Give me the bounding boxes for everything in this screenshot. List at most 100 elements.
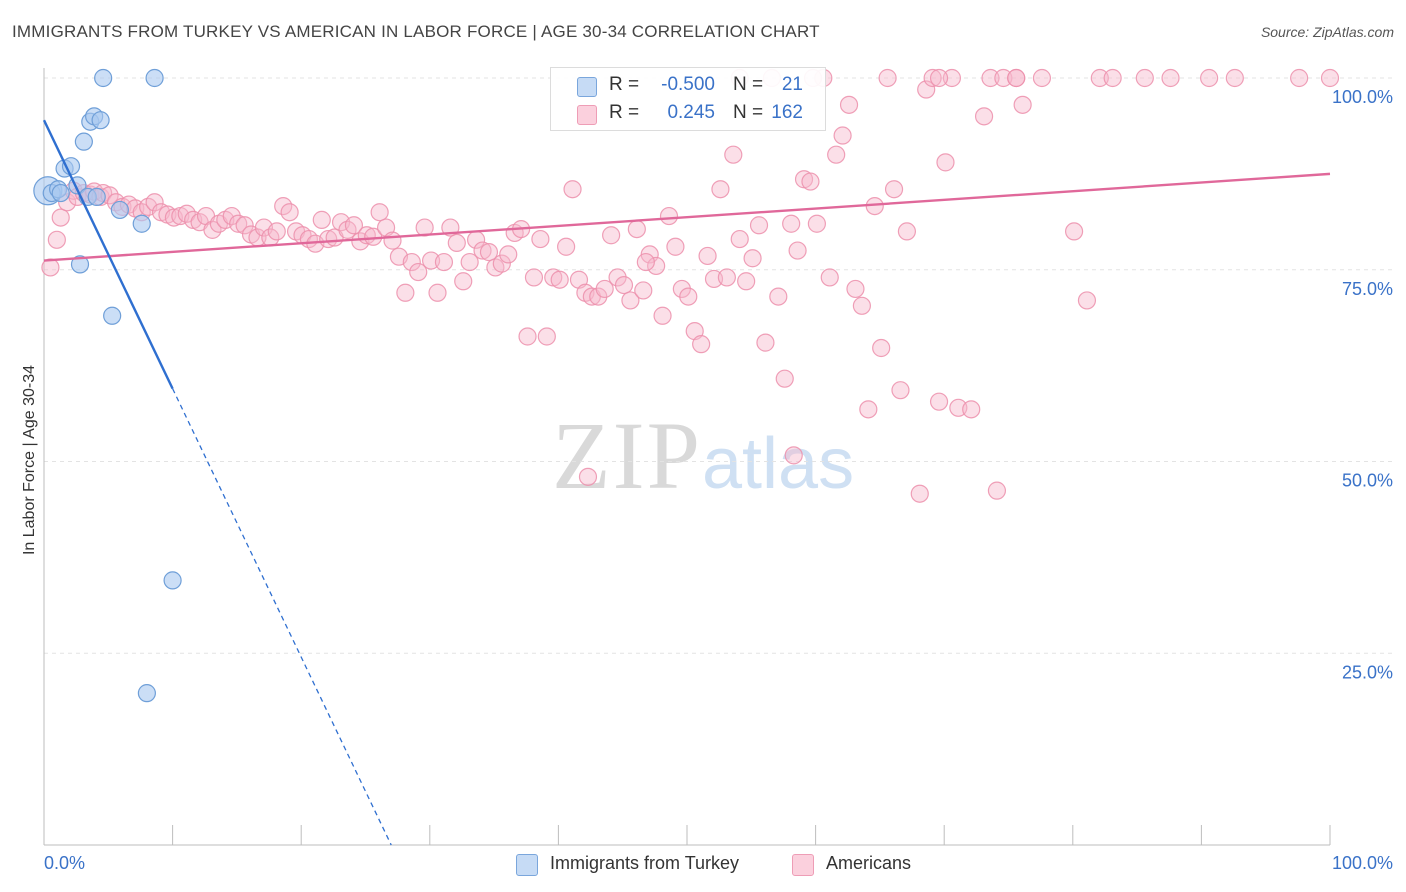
- americans-point: [524, 268, 544, 287]
- americans-point: [737, 272, 756, 291]
- r-value: -0.500: [661, 74, 715, 95]
- americans-point: [636, 252, 655, 272]
- turkey-point: [91, 111, 110, 130]
- watermark: ZIPatlas: [552, 400, 854, 511]
- americans-point: [47, 230, 66, 249]
- watermark-zip: ZIP: [552, 402, 702, 509]
- americans-point: [51, 208, 70, 227]
- turkey-point: [103, 306, 122, 325]
- y-tick-label: 75.0%: [1342, 279, 1393, 299]
- americans-point: [698, 246, 717, 266]
- source-credit: Source: ZipAtlas.com: [1260, 24, 1394, 40]
- americans-point: [338, 220, 357, 239]
- americans-point: [820, 268, 839, 287]
- americans-point: [756, 333, 775, 352]
- americans-point: [936, 153, 955, 172]
- americans-point: [852, 296, 871, 315]
- americans-point: [827, 145, 846, 164]
- americans-point: [724, 145, 743, 164]
- legend-row-americans: R = 0.245 N = 162: [551, 100, 825, 128]
- americans-point: [653, 306, 672, 325]
- americans-point: [878, 68, 897, 88]
- americans-point: [280, 203, 299, 222]
- axes: [43, 68, 1331, 846]
- americans-point: [846, 279, 865, 299]
- americans-point: [1007, 68, 1026, 88]
- americans-point: [383, 231, 402, 250]
- americans-points: [41, 68, 1340, 503]
- americans-point: [1103, 68, 1122, 88]
- legend-row-turkey: R = -0.500 N = 21: [551, 72, 825, 100]
- americans-point: [634, 281, 653, 300]
- americans-point: [923, 68, 942, 88]
- r-label: R =: [609, 102, 640, 123]
- americans-point: [492, 254, 511, 273]
- americans-point: [730, 229, 749, 249]
- americans-point: [460, 252, 479, 272]
- americans-point: [1013, 95, 1032, 114]
- americans-point: [962, 400, 981, 419]
- turkey-point: [87, 187, 106, 206]
- turkey-swatch: [577, 77, 597, 97]
- n-label: N =: [733, 102, 764, 123]
- americans-point: [563, 180, 582, 199]
- americans-point: [711, 180, 730, 199]
- americans-point: [807, 214, 826, 233]
- turkey-point: [94, 68, 113, 88]
- americans-point: [917, 80, 936, 99]
- americans-point: [499, 245, 518, 264]
- americans-point: [537, 327, 556, 346]
- gridlines: [44, 77, 1394, 654]
- americans-point: [531, 229, 550, 249]
- turkey-trend-line: [42, 119, 174, 390]
- americans-point: [717, 268, 736, 287]
- americans-point: [312, 210, 331, 229]
- n-label: N =: [733, 74, 764, 95]
- americans-point: [454, 272, 473, 291]
- americans-point: [235, 216, 254, 235]
- americans-point: [428, 283, 447, 302]
- turkey-point: [132, 214, 151, 233]
- americans-point: [1225, 68, 1244, 88]
- americans-legend-label: Americans: [826, 853, 912, 873]
- americans-point: [981, 68, 1000, 88]
- americans-point: [801, 172, 820, 191]
- americans-point: [833, 126, 852, 145]
- americans-point: [782, 214, 801, 233]
- americans-point: [479, 243, 499, 262]
- y-tick-label: 100.0%: [1332, 87, 1393, 107]
- americans-point: [872, 338, 891, 358]
- turkey-point: [51, 183, 70, 203]
- americans-point: [1161, 68, 1180, 88]
- r-value: 0.245: [667, 102, 715, 123]
- americans-point: [402, 252, 421, 272]
- americans-point: [659, 206, 679, 226]
- turkey-legend-label: Immigrants from Turkey: [550, 853, 740, 873]
- americans-point: [473, 241, 492, 260]
- americans-point: [627, 219, 646, 239]
- americans-point: [929, 392, 949, 411]
- americans-point: [1290, 68, 1309, 88]
- americans-swatch: [577, 105, 597, 125]
- turkey-trend-extension: [172, 388, 392, 846]
- americans-point: [891, 381, 910, 400]
- y-tick-label: 25.0%: [1342, 662, 1393, 682]
- americans-point: [267, 222, 286, 241]
- americans-point: [1320, 68, 1340, 88]
- americans-point: [1032, 68, 1052, 88]
- americans-point: [1077, 291, 1097, 310]
- americans-point: [784, 446, 803, 465]
- americans-point: [370, 203, 389, 222]
- turkey-points: [33, 68, 182, 703]
- americans-point: [910, 484, 929, 503]
- americans-point: [1135, 68, 1154, 88]
- americans-point: [344, 216, 364, 235]
- americans-point: [647, 256, 666, 276]
- y-tick-label: 50.0%: [1342, 471, 1393, 491]
- americans-point: [692, 335, 711, 354]
- turkey-point: [110, 200, 129, 220]
- turkey-point: [145, 68, 164, 88]
- americans-point: [666, 237, 685, 256]
- americans-point: [897, 222, 917, 241]
